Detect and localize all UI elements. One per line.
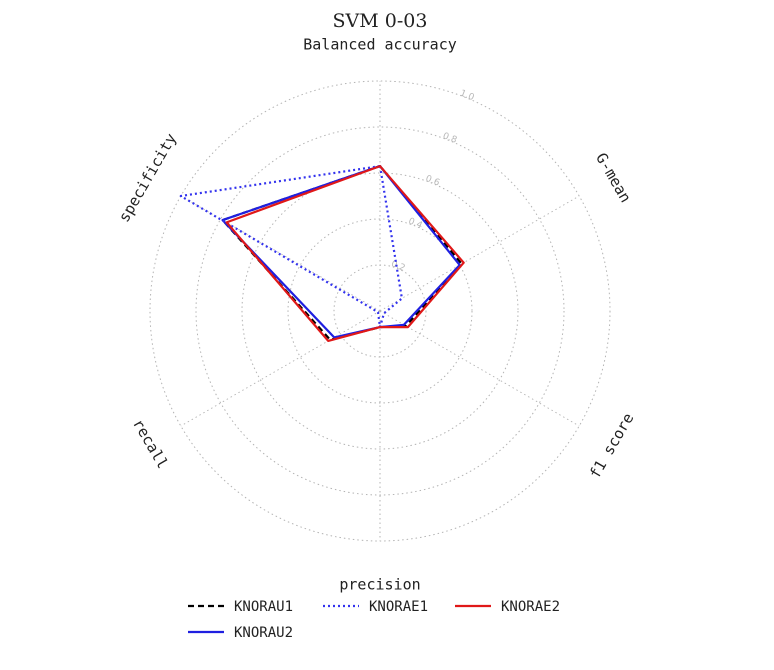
axis-label-5: recall (129, 416, 172, 472)
legend-item-knorau1: KNORAU1 (188, 599, 293, 615)
axis-label-2: G-mean (592, 150, 635, 206)
chart-title: SVM 0-03 (333, 10, 428, 32)
series-polygon-knorau2 (221, 165, 461, 339)
series-polygon-knorae2 (225, 165, 465, 342)
axis-label-1: Balanced accuracy (303, 36, 457, 54)
grid-spoke-5 (180, 310, 381, 427)
radial-tick-label: 0.6 (424, 174, 441, 189)
legend-label: KNORAE2 (501, 599, 560, 615)
grid-spoke-2 (379, 195, 580, 312)
axis-labels: Balanced accuracy G-mean f1 score precision… (115, 36, 637, 594)
axis-label-6: specificity (115, 130, 180, 225)
legend-label: KNORAU2 (234, 625, 293, 641)
legend-label: KNORAU1 (234, 599, 293, 615)
series-polygon-knorae1 (179, 165, 403, 329)
legend-item-knorau2: KNORAU2 (188, 625, 293, 641)
radar-series (179, 165, 465, 342)
grid-spoke-3 (379, 310, 580, 427)
grid-ring-4 (195, 126, 565, 496)
radar-grid: 0.20.40.60.81.0 (149, 80, 611, 542)
legend-label: KNORAE1 (369, 599, 428, 615)
radial-tick-label: 0.2 (389, 259, 406, 274)
legend-item-knorae1: KNORAE1 (323, 599, 428, 615)
axis-label-4: precision (339, 576, 420, 594)
axis-label-3: f1 score (586, 410, 638, 482)
grid-ring-2 (287, 218, 473, 404)
legend: KNORAU1 KNORAU2 KNORAE1 KNORAE2 (188, 599, 560, 641)
series-polygon-knorau1 (221, 165, 463, 341)
grid-ring-3 (241, 172, 519, 450)
legend-item-knorae2: KNORAE2 (455, 599, 560, 615)
